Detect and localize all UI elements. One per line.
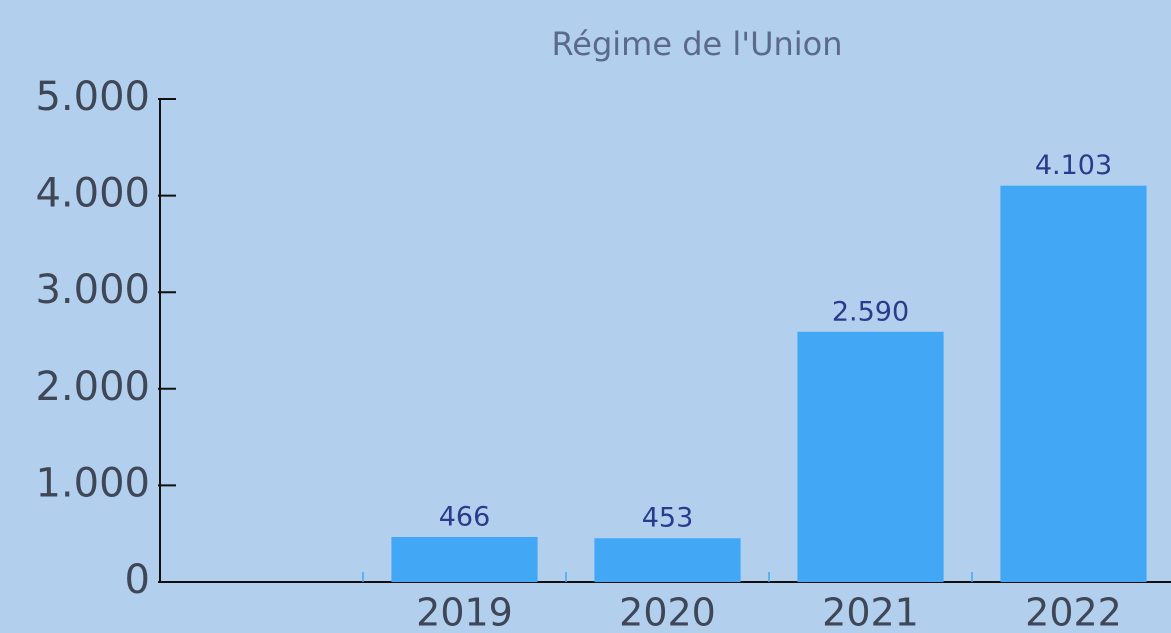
value-label: 4.103 [1035,150,1112,181]
bar [797,331,944,582]
y-tick-label: 3.000 [35,267,150,313]
value-label: 453 [642,503,694,534]
bar [594,538,741,582]
x-tick-label: 2020 [619,591,716,633]
y-tick-label: 0 [125,557,150,603]
chart-title: Régime de l'Union [551,25,842,63]
y-tick-label: 1.000 [35,460,150,506]
x-tick-label: 2019 [416,591,513,633]
x-tick-label: 2021 [822,591,919,633]
bar [1000,185,1147,582]
y-tick-label: 5.000 [35,74,150,120]
value-label: 2.590 [832,296,909,327]
y-tick-label: 2.000 [35,364,150,410]
bar [391,536,538,582]
value-label: 466 [439,501,491,532]
x-tick-label: 2022 [1025,591,1122,633]
y-tick-label: 4.000 [35,171,150,217]
